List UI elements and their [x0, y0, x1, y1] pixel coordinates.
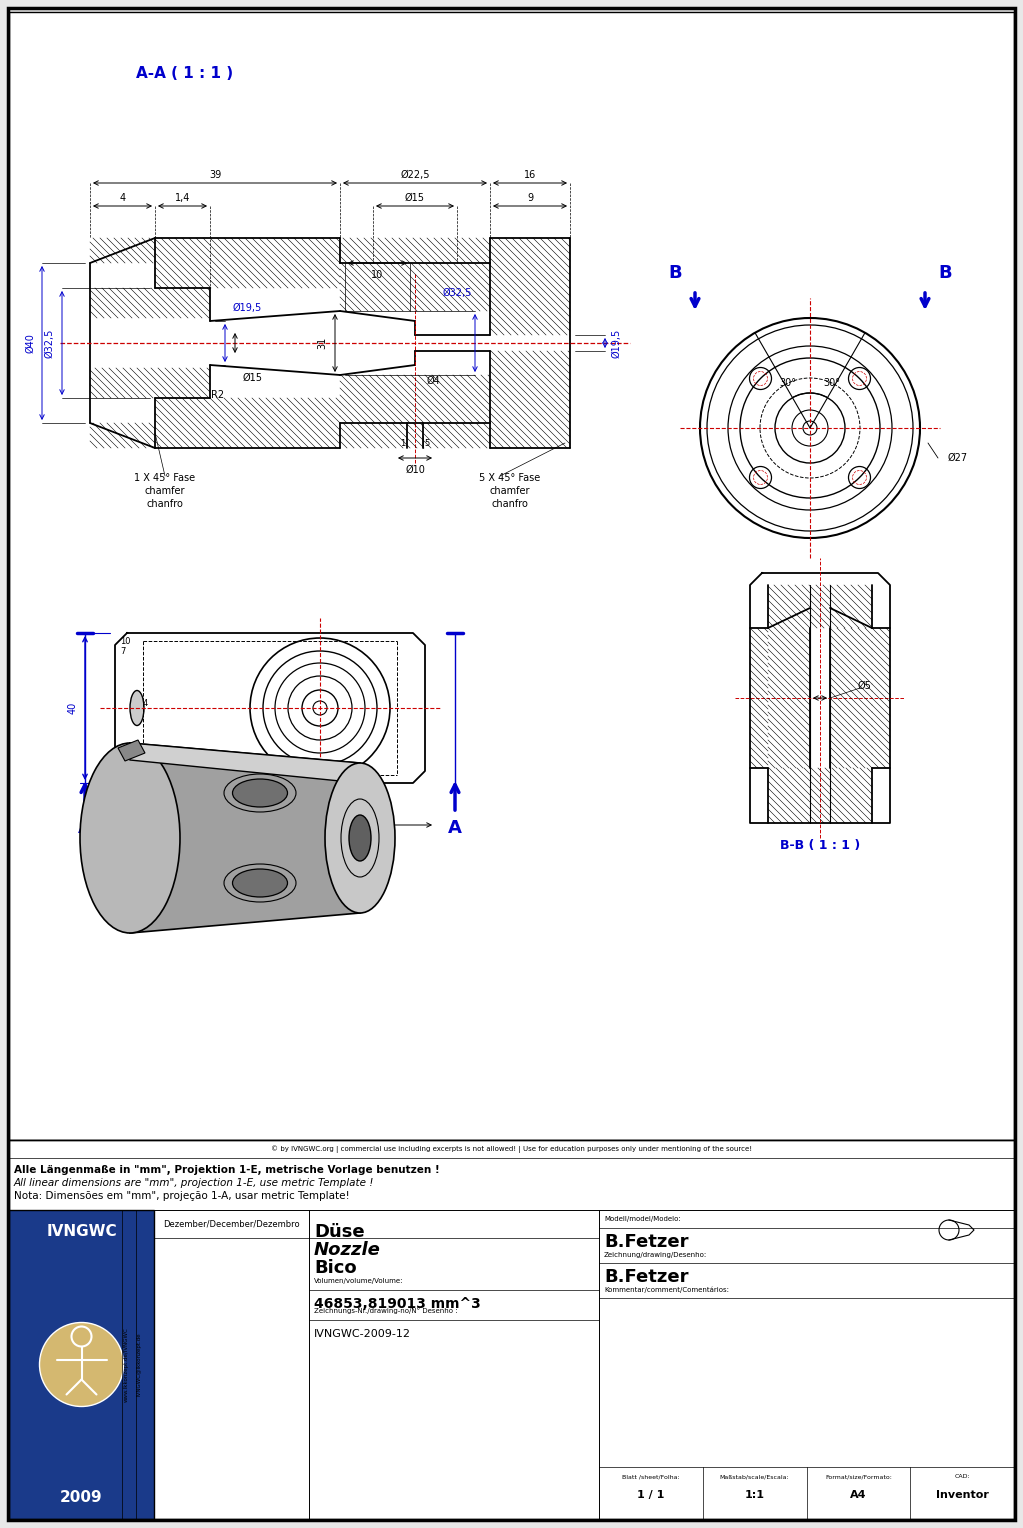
Text: Zeichnung/drawing/Desenho:: Zeichnung/drawing/Desenho:: [604, 1251, 707, 1258]
Text: 16: 16: [524, 170, 536, 180]
Text: Dezember/December/Dezembro: Dezember/December/Dezembro: [164, 1219, 300, 1229]
Text: IVNGWC: IVNGWC: [46, 1224, 117, 1239]
Text: Ø5: Ø5: [858, 681, 872, 691]
Text: Ø32,5: Ø32,5: [442, 287, 472, 298]
Text: 7: 7: [120, 646, 126, 656]
Bar: [9, 1140, 1014, 1519]
Ellipse shape: [325, 762, 395, 914]
Text: 1:1: 1:1: [745, 1490, 764, 1500]
Text: Ø19,5: Ø19,5: [232, 303, 262, 313]
Text: Bico: Bico: [314, 1259, 357, 1277]
Text: Ø22,5: Ø22,5: [400, 170, 430, 180]
Text: IVNGWC@lkkonzept.de: IVNGWC@lkkonzept.de: [136, 1332, 141, 1397]
Text: chanfro: chanfro: [492, 500, 529, 509]
Circle shape: [72, 1326, 91, 1346]
Text: Ø27: Ø27: [948, 452, 968, 463]
Text: Ø40: Ø40: [25, 333, 35, 353]
Ellipse shape: [232, 779, 287, 807]
Text: A: A: [448, 819, 462, 837]
Text: chanfro: chanfro: [146, 500, 183, 509]
Text: 4: 4: [120, 193, 126, 203]
Bar: [9, 1210, 154, 1519]
Text: 5: 5: [425, 439, 430, 448]
Text: Ø15: Ø15: [405, 193, 425, 203]
Text: Nota: Dimensões em "mm", projeção 1-A, usar metric Template!: Nota: Dimensões em "mm", projeção 1-A, u…: [14, 1190, 350, 1201]
Text: 82: 82: [279, 830, 292, 840]
Text: Nozzle: Nozzle: [314, 1241, 381, 1259]
Text: B.Fetzer: B.Fetzer: [604, 1233, 688, 1251]
Polygon shape: [130, 743, 360, 934]
Text: chamfer: chamfer: [490, 486, 530, 497]
Text: 39: 39: [209, 170, 221, 180]
Text: 1,4: 1,4: [175, 193, 190, 203]
Ellipse shape: [130, 691, 144, 726]
Text: Zeichnungs-Nr./drawing-no/N° Desenho :: Zeichnungs-Nr./drawing-no/N° Desenho :: [314, 1308, 457, 1314]
Text: 4: 4: [142, 698, 147, 707]
Text: Inventor: Inventor: [936, 1490, 988, 1500]
Text: 30°: 30°: [824, 377, 841, 388]
Text: Düse: Düse: [314, 1222, 364, 1241]
Text: Maßstab/scale/Escala:: Maßstab/scale/Escala:: [720, 1475, 790, 1479]
Text: 46853,819013 mm^3: 46853,819013 mm^3: [314, 1297, 481, 1311]
Text: 53: 53: [252, 813, 264, 824]
Text: chamfer: chamfer: [144, 486, 185, 497]
Text: Kommentar/comment/Comentários:: Kommentar/comment/Comentários:: [604, 1287, 729, 1293]
Text: www.lkkonzept.de/IVNGWC: www.lkkonzept.de/IVNGWC: [124, 1328, 129, 1401]
Text: Ø10: Ø10: [405, 465, 425, 475]
Ellipse shape: [232, 869, 287, 897]
Text: Format/size/Formato:: Format/size/Formato:: [825, 1475, 892, 1479]
Text: 10: 10: [371, 270, 384, 280]
Text: Ø32,5: Ø32,5: [45, 329, 55, 358]
Text: B: B: [938, 264, 951, 283]
Text: 2009: 2009: [60, 1490, 103, 1505]
Text: B.Fetzer: B.Fetzer: [604, 1268, 688, 1287]
Text: © by IVNGWC.org | commercial use including excerpts is not allowed! | Use for ed: © by IVNGWC.org | commercial use includi…: [271, 1144, 752, 1152]
Text: B-B ( 1 : 1 ): B-B ( 1 : 1 ): [780, 839, 860, 851]
Text: A-A ( 1 : 1 ): A-A ( 1 : 1 ): [136, 66, 233, 81]
Text: 40: 40: [68, 701, 78, 714]
Text: 1 X 45° Fase: 1 X 45° Fase: [134, 474, 195, 483]
Circle shape: [40, 1323, 124, 1406]
Text: Ø19,5: Ø19,5: [612, 329, 622, 358]
Text: Blatt /sheet/Folha:: Blatt /sheet/Folha:: [622, 1475, 679, 1479]
Text: 30°: 30°: [780, 377, 797, 388]
Ellipse shape: [349, 814, 371, 860]
Text: A: A: [78, 819, 92, 837]
Text: CAD:: CAD:: [954, 1475, 970, 1479]
Text: 5 X 45° Fase: 5 X 45° Fase: [480, 474, 540, 483]
Text: R2: R2: [212, 390, 225, 400]
Polygon shape: [118, 740, 145, 761]
Text: 10: 10: [120, 637, 131, 645]
Bar: [9, 12, 1014, 1140]
Text: B: B: [668, 264, 681, 283]
Text: All linear dimensions are "mm", projection 1-E, use metric Template !: All linear dimensions are "mm", projecti…: [14, 1178, 374, 1187]
Text: 1: 1: [400, 439, 406, 448]
Text: 31: 31: [317, 336, 327, 348]
Text: 1 / 1: 1 / 1: [637, 1490, 665, 1500]
Text: 9: 9: [527, 193, 533, 203]
Ellipse shape: [80, 743, 180, 934]
Text: Ø15: Ø15: [243, 373, 263, 384]
Text: IVNGWC-2009-12: IVNGWC-2009-12: [314, 1329, 411, 1339]
Text: A4: A4: [850, 1490, 866, 1500]
Text: Alle Längenmaße in "mm", Projektion 1-E, metrische Vorlage benutzen !: Alle Längenmaße in "mm", Projektion 1-E,…: [14, 1164, 440, 1175]
Polygon shape: [130, 743, 360, 782]
Text: Modell/model/Modelo:: Modell/model/Modelo:: [604, 1216, 680, 1222]
Text: Ø4: Ø4: [427, 376, 440, 387]
Text: Volumen/volume/Volume:: Volumen/volume/Volume:: [314, 1277, 403, 1284]
